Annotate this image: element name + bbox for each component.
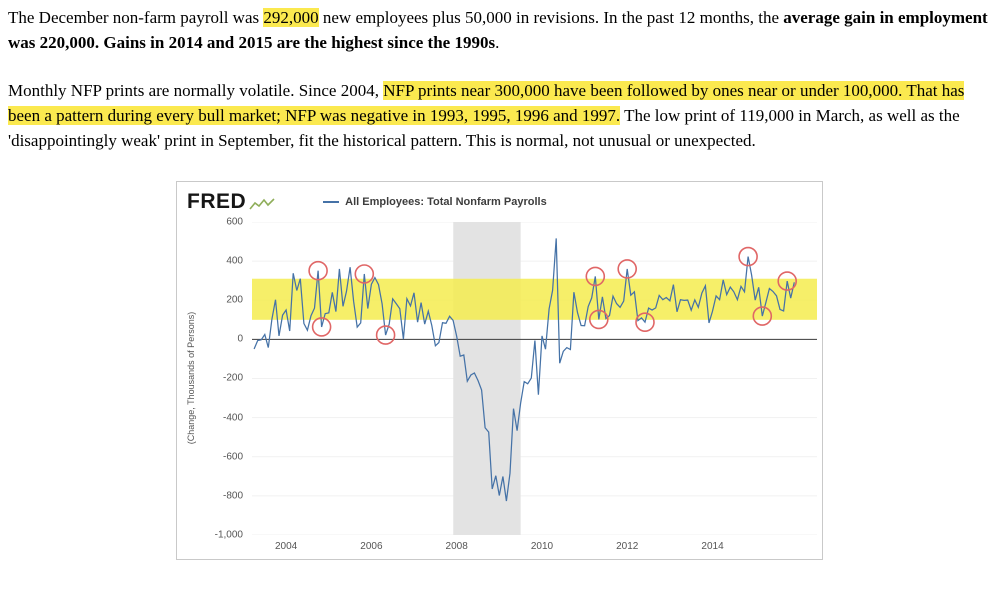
chart-legend: All Employees: Total Nonfarm Payrolls [323, 196, 547, 208]
x-tick-label: 2008 [445, 540, 468, 552]
y-tick-label: 0 [237, 333, 243, 345]
annotation-circle [308, 260, 328, 281]
recession-band [453, 221, 521, 535]
x-tick-label: 2012 [616, 540, 639, 552]
y-tick-label: 200 [226, 294, 243, 306]
legend-label: All Employees: Total Nonfarm Payrolls [345, 196, 547, 209]
nfp-series-line [253, 238, 795, 502]
y-tick-label: -600 [222, 451, 243, 463]
y-axis-tick-labels: 600 400 200 0 -200 -400 -600 -800 -1,000 [197, 216, 243, 540]
annotation-circle [354, 264, 375, 284]
article-page: The December non-farm payroll was 292,00… [8, 6, 992, 560]
annotation-circle [635, 312, 655, 332]
paragraph-december-payroll: The December non-farm payroll was 292,00… [8, 6, 992, 56]
annotation-circle [585, 266, 606, 287]
paragraph-nfp-volatility: Monthly NFP prints are normally volatile… [8, 79, 992, 154]
plot-area: 2004 2006 2008 2010 2012 2014 [252, 221, 817, 559]
fred-chart-card: FRED All Employees: Total Nonfarm Payrol… [176, 180, 823, 560]
y-tick-label: 400 [226, 255, 243, 267]
y-tick-label: -400 [222, 412, 243, 424]
annotation-circle [752, 306, 773, 326]
fred-sparkline-icon [249, 198, 275, 210]
y-tick-label: 600 [226, 216, 243, 228]
text-segment-highlight: 292,000 [263, 8, 319, 27]
x-tick-label: 2014 [701, 540, 724, 552]
annotation-circle [777, 271, 798, 291]
annotation-circle [738, 246, 758, 267]
annotation-circle [617, 259, 638, 279]
text-segment-normal: The December non-farm payroll was [8, 8, 264, 27]
y-tick-label: -200 [222, 372, 243, 384]
y-axis-title: (Change, Thousands of Persons) [186, 311, 196, 445]
annotation-circle [375, 325, 396, 345]
x-tick-label: 2006 [360, 540, 383, 552]
annotation-circle [311, 317, 332, 337]
text-segment-normal: The low print of 119,000 in March, as we… [8, 105, 960, 150]
y-tick-label: -1,000 [214, 529, 243, 541]
text-segment-normal: Monthly NFP prints are normally volatile… [8, 80, 384, 100]
x-tick-label: 2010 [530, 540, 554, 552]
text-segment-normal: . [495, 32, 500, 52]
text-segment-bold: average gain in employment was 220,000. … [8, 8, 988, 52]
legend-line-swatch [323, 201, 340, 204]
text-segment-normal: new employees plus 50,000 in revisions. … [318, 8, 784, 27]
fred-logo-link[interactable]: FRED [187, 190, 275, 214]
y-tick-label: -800 [222, 490, 243, 502]
yellow-highlight-band [252, 278, 817, 320]
chart-header: FRED All Employees: Total Nonfarm Payrol… [177, 182, 822, 214]
chart-body: (Change, Thousands of Persons) 600 400 200… [177, 214, 822, 558]
nfp-line-chart [252, 221, 817, 535]
x-tick-label: 2004 [274, 540, 298, 552]
x-axis-tick-labels: 2004 2006 2008 2010 2012 2014 [252, 538, 817, 558]
annotation-circle [588, 309, 609, 330]
fred-logo-text: FRED [187, 190, 247, 214]
